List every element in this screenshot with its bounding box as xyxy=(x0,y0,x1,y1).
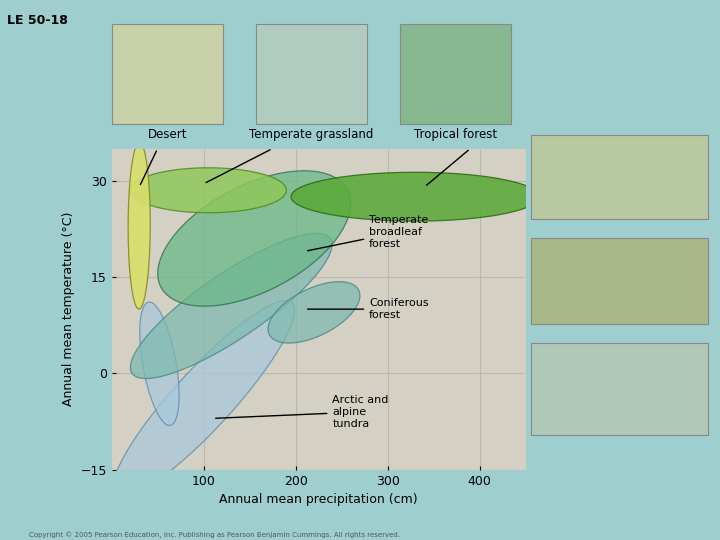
Polygon shape xyxy=(268,282,360,343)
Text: Temperate grassland: Temperate grassland xyxy=(249,127,374,141)
Polygon shape xyxy=(140,302,179,426)
Polygon shape xyxy=(112,301,294,498)
Text: Copyright © 2005 Pearson Education, Inc. Publishing as Pearson Benjamin Cummings: Copyright © 2005 Pearson Education, Inc.… xyxy=(29,531,400,538)
Text: Coniferous
forest: Coniferous forest xyxy=(307,298,429,320)
Text: LE 50-18: LE 50-18 xyxy=(7,14,68,26)
Text: Temperate
broadleaf
forest: Temperate broadleaf forest xyxy=(307,215,428,251)
Polygon shape xyxy=(130,233,332,379)
Polygon shape xyxy=(291,172,539,221)
Polygon shape xyxy=(158,171,351,306)
Text: Arctic and
alpine
tundra: Arctic and alpine tundra xyxy=(215,395,389,429)
Polygon shape xyxy=(128,142,150,309)
Polygon shape xyxy=(130,168,287,213)
Text: Tropical forest: Tropical forest xyxy=(414,127,497,141)
Text: Desert: Desert xyxy=(148,127,187,141)
X-axis label: Annual mean precipitation (cm): Annual mean precipitation (cm) xyxy=(220,493,418,506)
Y-axis label: Annual mean temperature (°C): Annual mean temperature (°C) xyxy=(62,212,75,406)
